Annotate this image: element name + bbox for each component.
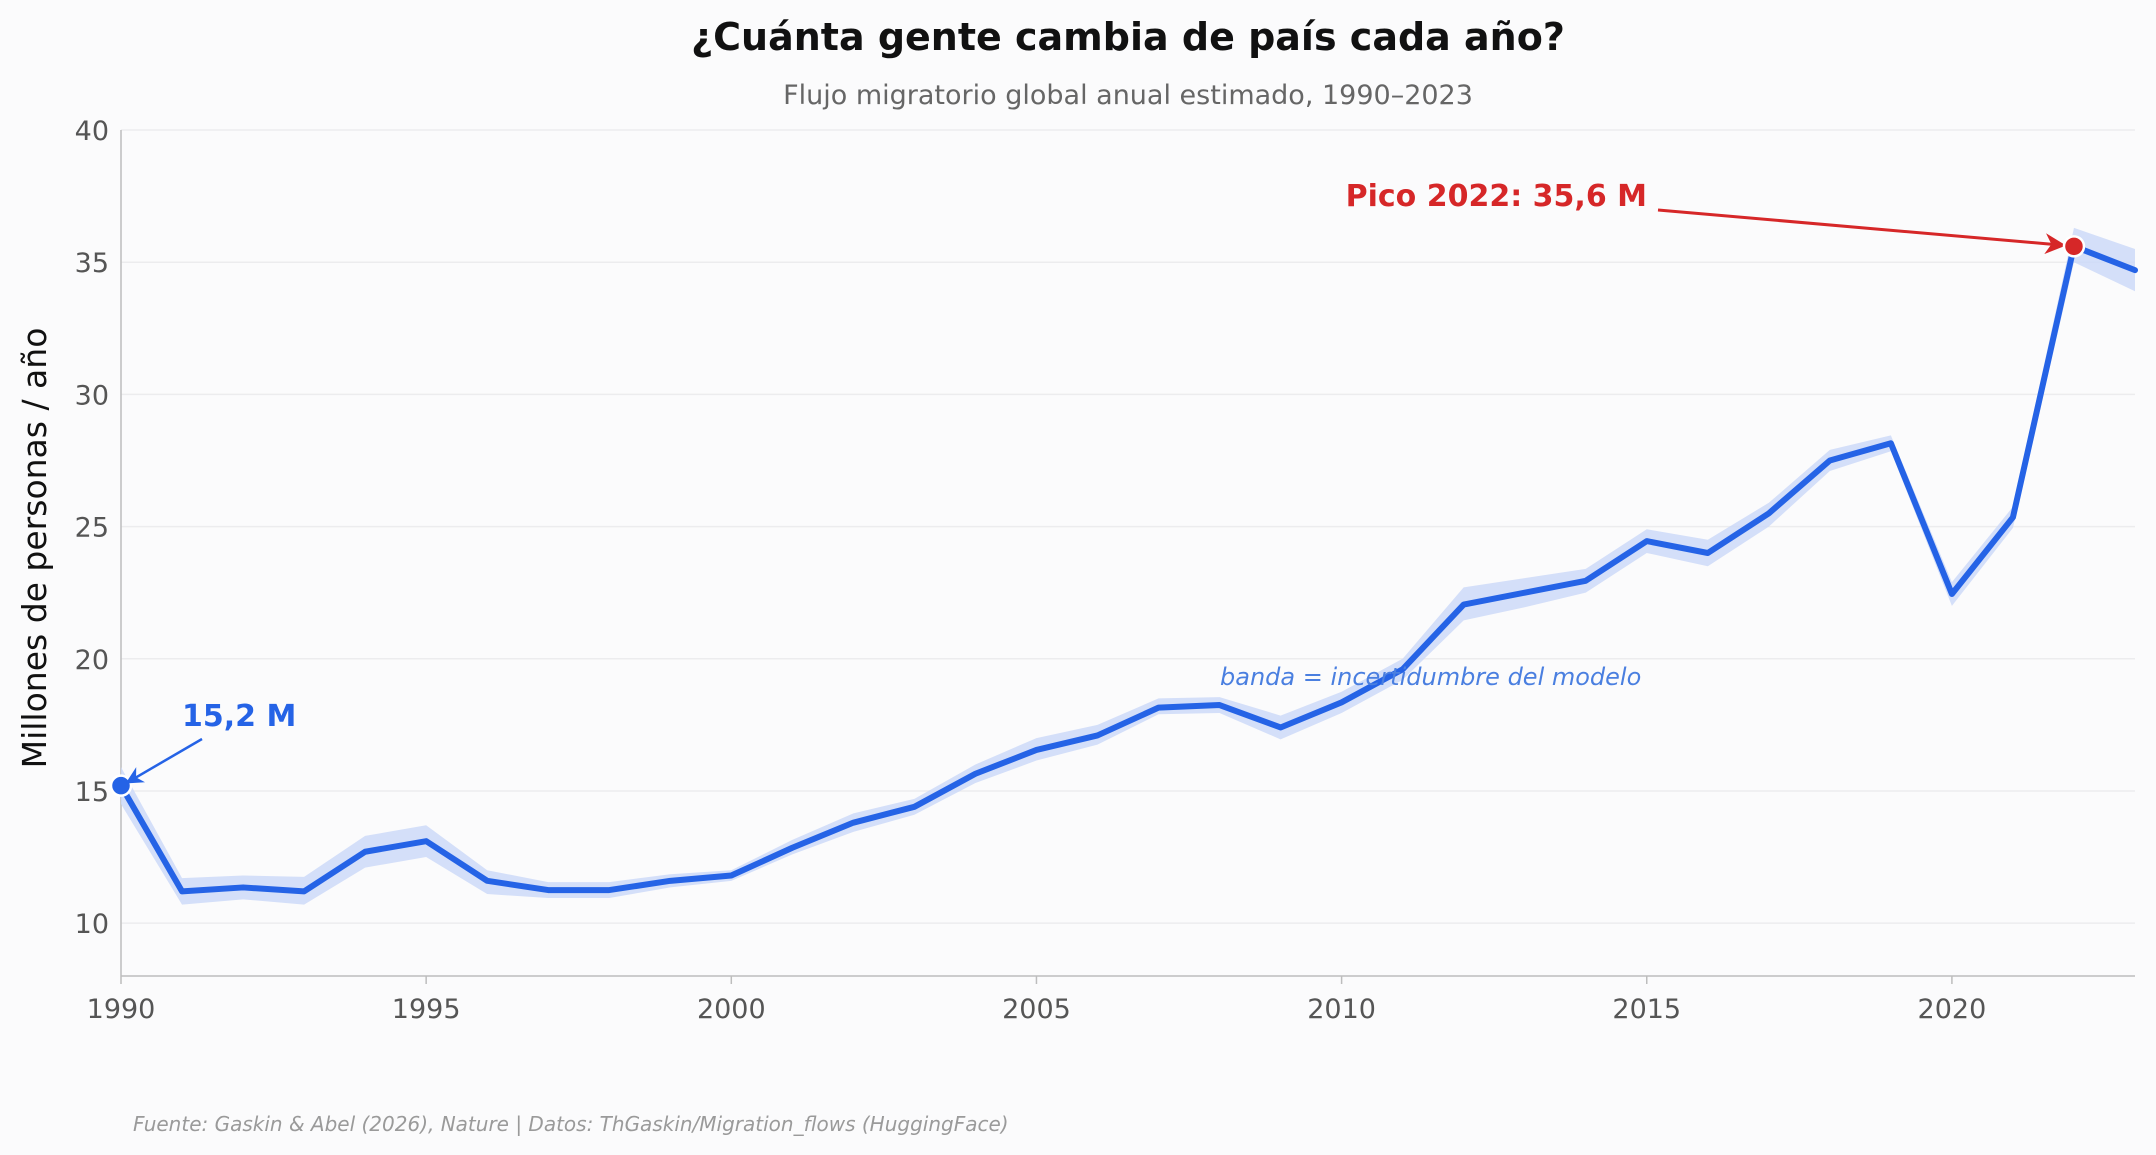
peak-annotation-label: Pico 2022: 35,6 M xyxy=(1346,179,1647,214)
peak-marker xyxy=(2062,235,2086,258)
data-point-2018 xyxy=(1827,457,1833,463)
data-point-1992 xyxy=(240,884,246,890)
data-point-2023 xyxy=(2132,267,2138,273)
uncertainty-band-0 xyxy=(121,227,2135,905)
chart-title: ¿Cuánta gente cambia de país cada año? xyxy=(691,15,1565,59)
data-point-1993 xyxy=(301,888,307,894)
x-tick-label-1995: 1995 xyxy=(392,994,461,1025)
data-point-2007 xyxy=(1156,705,1162,711)
x-tick-label-2015: 2015 xyxy=(1612,994,1681,1025)
x-tick-label-2020: 2020 xyxy=(1918,994,1987,1025)
band-note: banda = incertidumbre del modelo xyxy=(1220,663,1641,691)
y-tick-label-35: 35 xyxy=(75,248,109,279)
gridlines xyxy=(121,129,2135,924)
data-point-2016 xyxy=(1705,550,1711,556)
data-point-1996 xyxy=(484,878,490,884)
data-point-2006 xyxy=(1094,732,1100,738)
data-point-1995 xyxy=(423,838,429,844)
data-point-2020 xyxy=(1949,591,1955,597)
start-annotation-label: 15,2 M xyxy=(182,699,296,734)
y-tick-label-15: 15 xyxy=(75,777,109,808)
data-point-1994 xyxy=(362,849,368,855)
uncertainty-band-layer xyxy=(121,227,2135,905)
y-tick-label-10: 10 xyxy=(75,909,109,940)
chart-subtitle: Flujo migratorio global anual estimado, … xyxy=(783,80,1473,111)
x-tick-label-1990: 1990 xyxy=(87,994,156,1025)
data-point-1998 xyxy=(606,887,612,893)
axes xyxy=(120,130,2135,984)
data-point-1999 xyxy=(667,878,673,884)
data-point-2008 xyxy=(1217,702,1223,708)
series-line-layer xyxy=(118,243,2138,895)
data-point-1997 xyxy=(545,887,551,893)
series-line-0 xyxy=(118,243,2138,895)
y-tick-label-40: 40 xyxy=(75,116,109,147)
source-note: Fuente: Gaskin & Abel (2026), Nature | D… xyxy=(133,1112,1009,1136)
data-point-2013 xyxy=(1522,590,1528,596)
data-point-2003 xyxy=(911,804,917,810)
data-point-2017 xyxy=(1766,510,1772,516)
tick-labels: 10 15 20 25 30 35 40 1990 1995 2000 2005 2010 2015 20… xyxy=(75,116,1987,1025)
start-marker xyxy=(109,774,133,797)
data-point-2004 xyxy=(972,771,978,777)
y-tick-label-25: 25 xyxy=(75,513,109,544)
data-point-2010 xyxy=(1339,699,1345,705)
x-tick-label-2005: 2005 xyxy=(1002,994,1071,1025)
data-point-2021 xyxy=(2010,514,2016,520)
data-point-2002 xyxy=(850,820,856,826)
data-point-2012 xyxy=(1461,602,1467,608)
y-axis-label: Millones de personas / año xyxy=(15,328,54,769)
data-point-2015 xyxy=(1644,538,1650,544)
data-point-1991 xyxy=(179,888,185,894)
data-point-2001 xyxy=(789,845,795,851)
data-point-2014 xyxy=(1583,578,1589,584)
annotations: 15,2 M Pico 2022: 35,6 M banda = incertidu… xyxy=(109,179,2086,797)
data-point-2005 xyxy=(1033,747,1039,753)
start-arrow xyxy=(125,737,203,784)
data-point-2000 xyxy=(728,873,734,879)
peak-arrow xyxy=(1657,208,2067,255)
y-tick-label-30: 30 xyxy=(75,380,109,411)
x-tick-label-2000: 2000 xyxy=(697,994,766,1025)
data-point-2009 xyxy=(1278,724,1284,730)
data-point-2019 xyxy=(1888,440,1894,446)
x-tick-label-2010: 2010 xyxy=(1307,994,1376,1025)
y-tick-label-20: 20 xyxy=(75,645,109,676)
